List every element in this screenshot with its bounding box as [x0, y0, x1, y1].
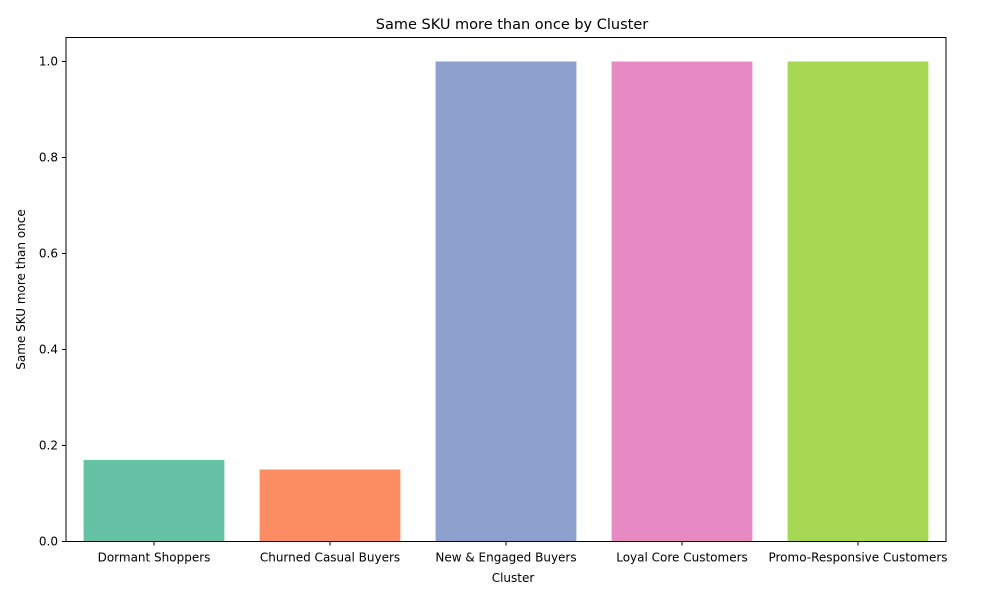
plot-frame	[65, 37, 947, 542]
bars-group	[83, 61, 929, 542]
y-axis: 0.0 0.2 0.4 0.6 0.8 1.0	[39, 55, 66, 549]
y-axis-label: Same SKU more than once	[14, 209, 28, 370]
y-tick-label-4: 0.8	[39, 151, 58, 165]
y-tick-label-5: 1.0	[39, 55, 58, 69]
x-tick-label-1: Churned Casual Buyers	[260, 551, 400, 565]
x-tick-label-3: Loyal Core Customers	[616, 551, 748, 565]
bar-2	[435, 61, 577, 542]
y-tick-label-0: 0.0	[39, 535, 58, 549]
x-tick-label-0: Dormant Shoppers	[98, 551, 211, 565]
bar-4	[787, 61, 929, 542]
x-axis-label: Cluster	[492, 571, 535, 585]
y-tick-label-1: 0.2	[39, 439, 58, 453]
x-tick-label-4: Promo-Responsive Customers	[768, 551, 947, 565]
y-tick-label-2: 0.4	[39, 343, 58, 357]
bar-0	[83, 459, 225, 542]
bar-3	[611, 61, 753, 542]
y-tick-label-3: 0.6	[39, 247, 58, 261]
x-tick-label-2: New & Engaged Buyers	[435, 551, 576, 565]
bar-1	[259, 469, 401, 542]
chart-title: Same SKU more than once by Cluster	[376, 17, 648, 33]
x-axis: Dormant Shoppers Churned Casual Buyers New…	[98, 541, 948, 565]
